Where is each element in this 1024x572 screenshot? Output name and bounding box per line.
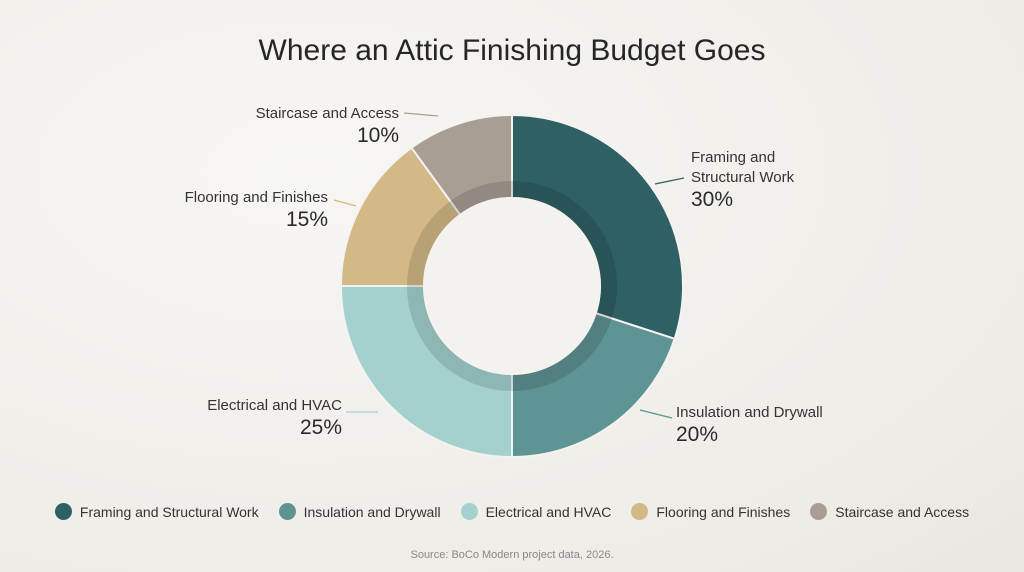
legend-item: Electrical and HVAC: [460, 503, 612, 520]
slice-value: 20%: [676, 423, 719, 446]
legend-item: Insulation and Drywall: [278, 503, 441, 520]
slice-label: Staircase and Access 10%: [256, 104, 399, 148]
leader-line: [403, 112, 439, 117]
legend-label: Framing and Structural Work: [79, 503, 259, 520]
legend-item: Staircase and Access: [810, 503, 969, 520]
legend-label: Staircase and Access: [835, 503, 970, 520]
legend-label: Insulation and Drywall: [303, 503, 441, 520]
slice-name: Flooring and Finishes: [184, 189, 328, 206]
legend-item: Framing and Structural Work: [54, 503, 259, 520]
slice-value: 30%: [691, 188, 734, 211]
slice-value: 15%: [285, 208, 328, 231]
source: Source: BoCo Modern project data, 2026.: [410, 549, 614, 561]
legend-swatch: [810, 503, 828, 520]
legend-swatch: [278, 503, 296, 520]
slice-label: Framing and Structural Work 30%: [691, 148, 821, 212]
chart-title: Where an Attic Finishing Budget Goes: [258, 34, 766, 67]
legend-swatch: [631, 503, 649, 520]
slice-value: 25%: [299, 416, 342, 439]
slice-label: Insulation and Drywall 20%: [676, 403, 823, 447]
legend-label: Electrical and HVAC: [485, 503, 612, 520]
slice-label: Flooring and Finishes 15%: [185, 188, 328, 232]
leader-line: [333, 199, 357, 207]
slice-name: Electrical and HVAC: [207, 397, 342, 414]
slice-name: Staircase and Access: [255, 105, 399, 122]
legend-label: Flooring and Finishes: [656, 503, 791, 520]
legend-swatch: [460, 503, 478, 520]
slice-label: Electrical and HVAC 25%: [207, 396, 342, 440]
leader-line: [639, 409, 673, 419]
slice-name: Framing and Structural Work: [691, 149, 795, 186]
legend-item: Flooring and Finishes: [631, 503, 790, 520]
slice-name: Insulation and Drywall: [676, 404, 823, 421]
legend-swatch: [54, 503, 72, 520]
donut-hole: [423, 197, 601, 375]
legend: Framing and Structural Work Insulation an…: [0, 503, 1024, 520]
slice-value: 10%: [356, 124, 399, 147]
leader-line: [654, 177, 685, 185]
